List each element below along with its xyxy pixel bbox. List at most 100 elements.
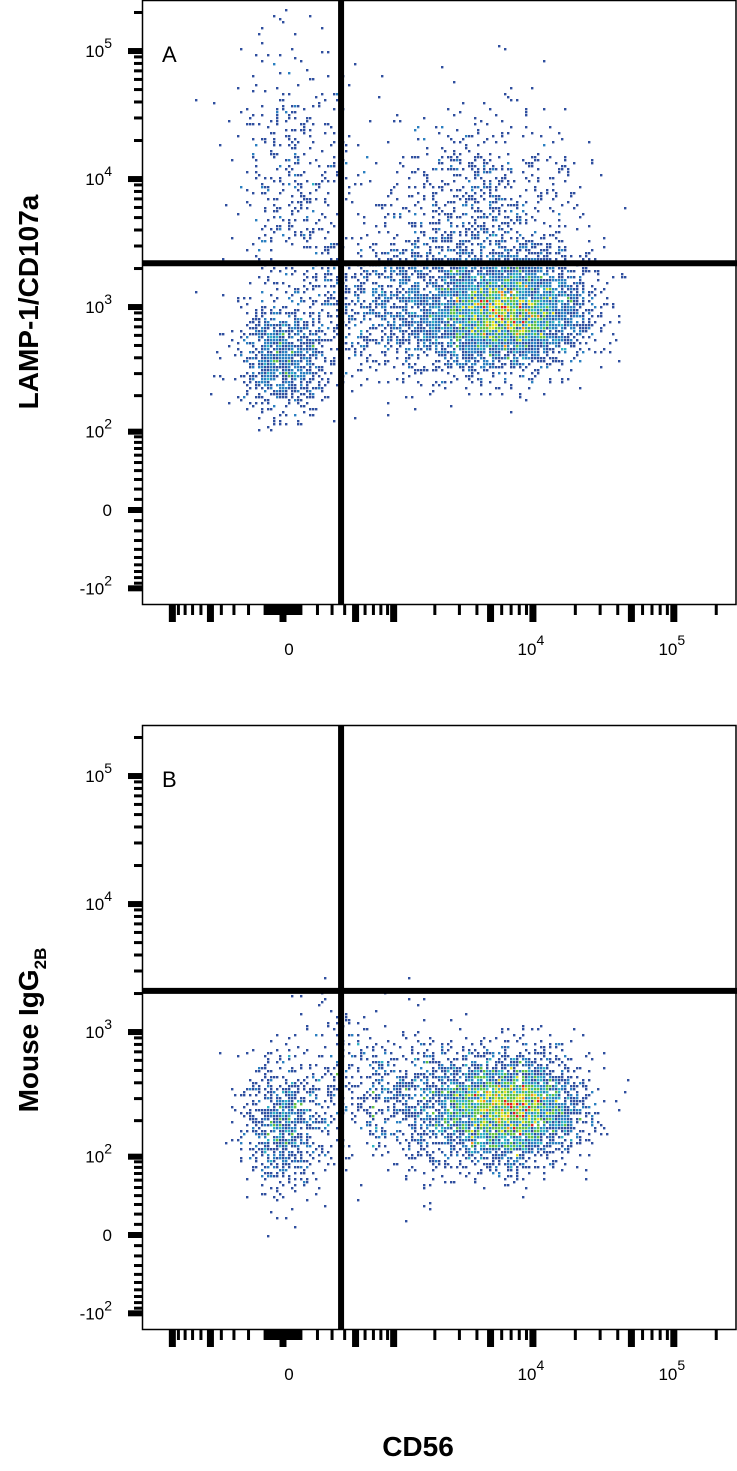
event-bin	[240, 48, 243, 51]
event-bin	[483, 159, 486, 162]
x-major-tick	[352, 605, 360, 622]
event-bin	[516, 345, 519, 348]
event-bin	[486, 1121, 489, 1124]
event-bin	[348, 84, 351, 87]
event-bin	[399, 306, 402, 309]
event-bin	[540, 306, 543, 309]
event-bin	[444, 213, 447, 216]
event-bin	[477, 1127, 480, 1130]
event-bin	[516, 300, 519, 303]
event-bin	[399, 300, 402, 303]
event-bin	[288, 327, 291, 330]
event-bin	[609, 342, 612, 345]
event-bin	[516, 255, 519, 258]
event-bin	[336, 282, 339, 285]
event-bin	[408, 210, 411, 213]
event-bin	[456, 312, 459, 315]
event-bin	[435, 366, 438, 369]
event-bin	[471, 357, 474, 360]
event-bin	[591, 249, 594, 252]
event-bin	[522, 258, 525, 261]
event-bin	[477, 291, 480, 294]
event-bin	[258, 393, 261, 396]
event-bin	[525, 1091, 528, 1094]
event-bin	[492, 1115, 495, 1118]
event-bin	[294, 57, 297, 60]
event-bin	[561, 288, 564, 291]
event-bin	[378, 231, 381, 234]
event-bin	[312, 351, 315, 354]
event-bin	[543, 393, 546, 396]
event-bin	[510, 1121, 513, 1124]
y-minor-tick	[134, 529, 142, 533]
event-bin	[285, 357, 288, 360]
event-bin	[390, 258, 393, 261]
event-bin	[435, 168, 438, 171]
event-bin	[513, 1058, 516, 1061]
event-bin	[555, 333, 558, 336]
event-bin	[432, 240, 435, 243]
event-bin	[363, 276, 366, 279]
event-bin	[363, 336, 366, 339]
event-bin	[441, 1118, 444, 1121]
event-bin	[501, 270, 504, 273]
event-bin	[603, 237, 606, 240]
event-bin	[546, 339, 549, 342]
event-bin	[276, 351, 279, 354]
event-bin	[255, 396, 258, 399]
event-bin	[282, 375, 285, 378]
event-bin	[561, 1118, 564, 1121]
event-bin	[537, 315, 540, 318]
event-bin	[540, 198, 543, 201]
event-bin	[540, 318, 543, 321]
event-bin	[561, 1115, 564, 1118]
event-bin	[294, 111, 297, 114]
event-bin	[495, 348, 498, 351]
event-bin	[498, 1106, 501, 1109]
event-bin	[276, 330, 279, 333]
y-minor-tick	[134, 55, 142, 59]
event-bin	[537, 252, 540, 255]
event-bin	[279, 165, 282, 168]
event-bin	[510, 333, 513, 336]
event-bin	[402, 363, 405, 366]
event-bin	[213, 102, 216, 105]
event-bin	[564, 294, 567, 297]
event-bin	[480, 258, 483, 261]
event-bin	[471, 1082, 474, 1085]
event-bin	[588, 291, 591, 294]
event-bin	[447, 327, 450, 330]
event-bin	[519, 285, 522, 288]
event-bin	[456, 357, 459, 360]
event-bin	[528, 285, 531, 288]
event-bin	[282, 378, 285, 381]
event-bin	[546, 315, 549, 318]
event-bin	[558, 171, 561, 174]
event-bin	[504, 1154, 507, 1157]
event-bin	[264, 306, 267, 309]
event-bin	[255, 387, 258, 390]
event-bin	[285, 324, 288, 327]
event-bin	[528, 363, 531, 366]
event-bin	[246, 342, 249, 345]
event-bin	[270, 294, 273, 297]
event-bin	[363, 312, 366, 315]
event-bin	[267, 189, 270, 192]
event-bin	[306, 276, 309, 279]
event-bin	[315, 159, 318, 162]
event-bin	[252, 153, 255, 156]
event-bin	[474, 201, 477, 204]
event-bin	[456, 1088, 459, 1091]
event-bin	[624, 207, 627, 210]
event-bin	[429, 252, 432, 255]
event-bin	[279, 372, 282, 375]
event-bin	[300, 399, 303, 402]
event-bin	[426, 267, 429, 270]
event-bin	[543, 222, 546, 225]
event-bin	[306, 228, 309, 231]
event-bin	[564, 351, 567, 354]
event-bin	[570, 324, 573, 327]
event-bin	[543, 318, 546, 321]
event-bin	[306, 198, 309, 201]
